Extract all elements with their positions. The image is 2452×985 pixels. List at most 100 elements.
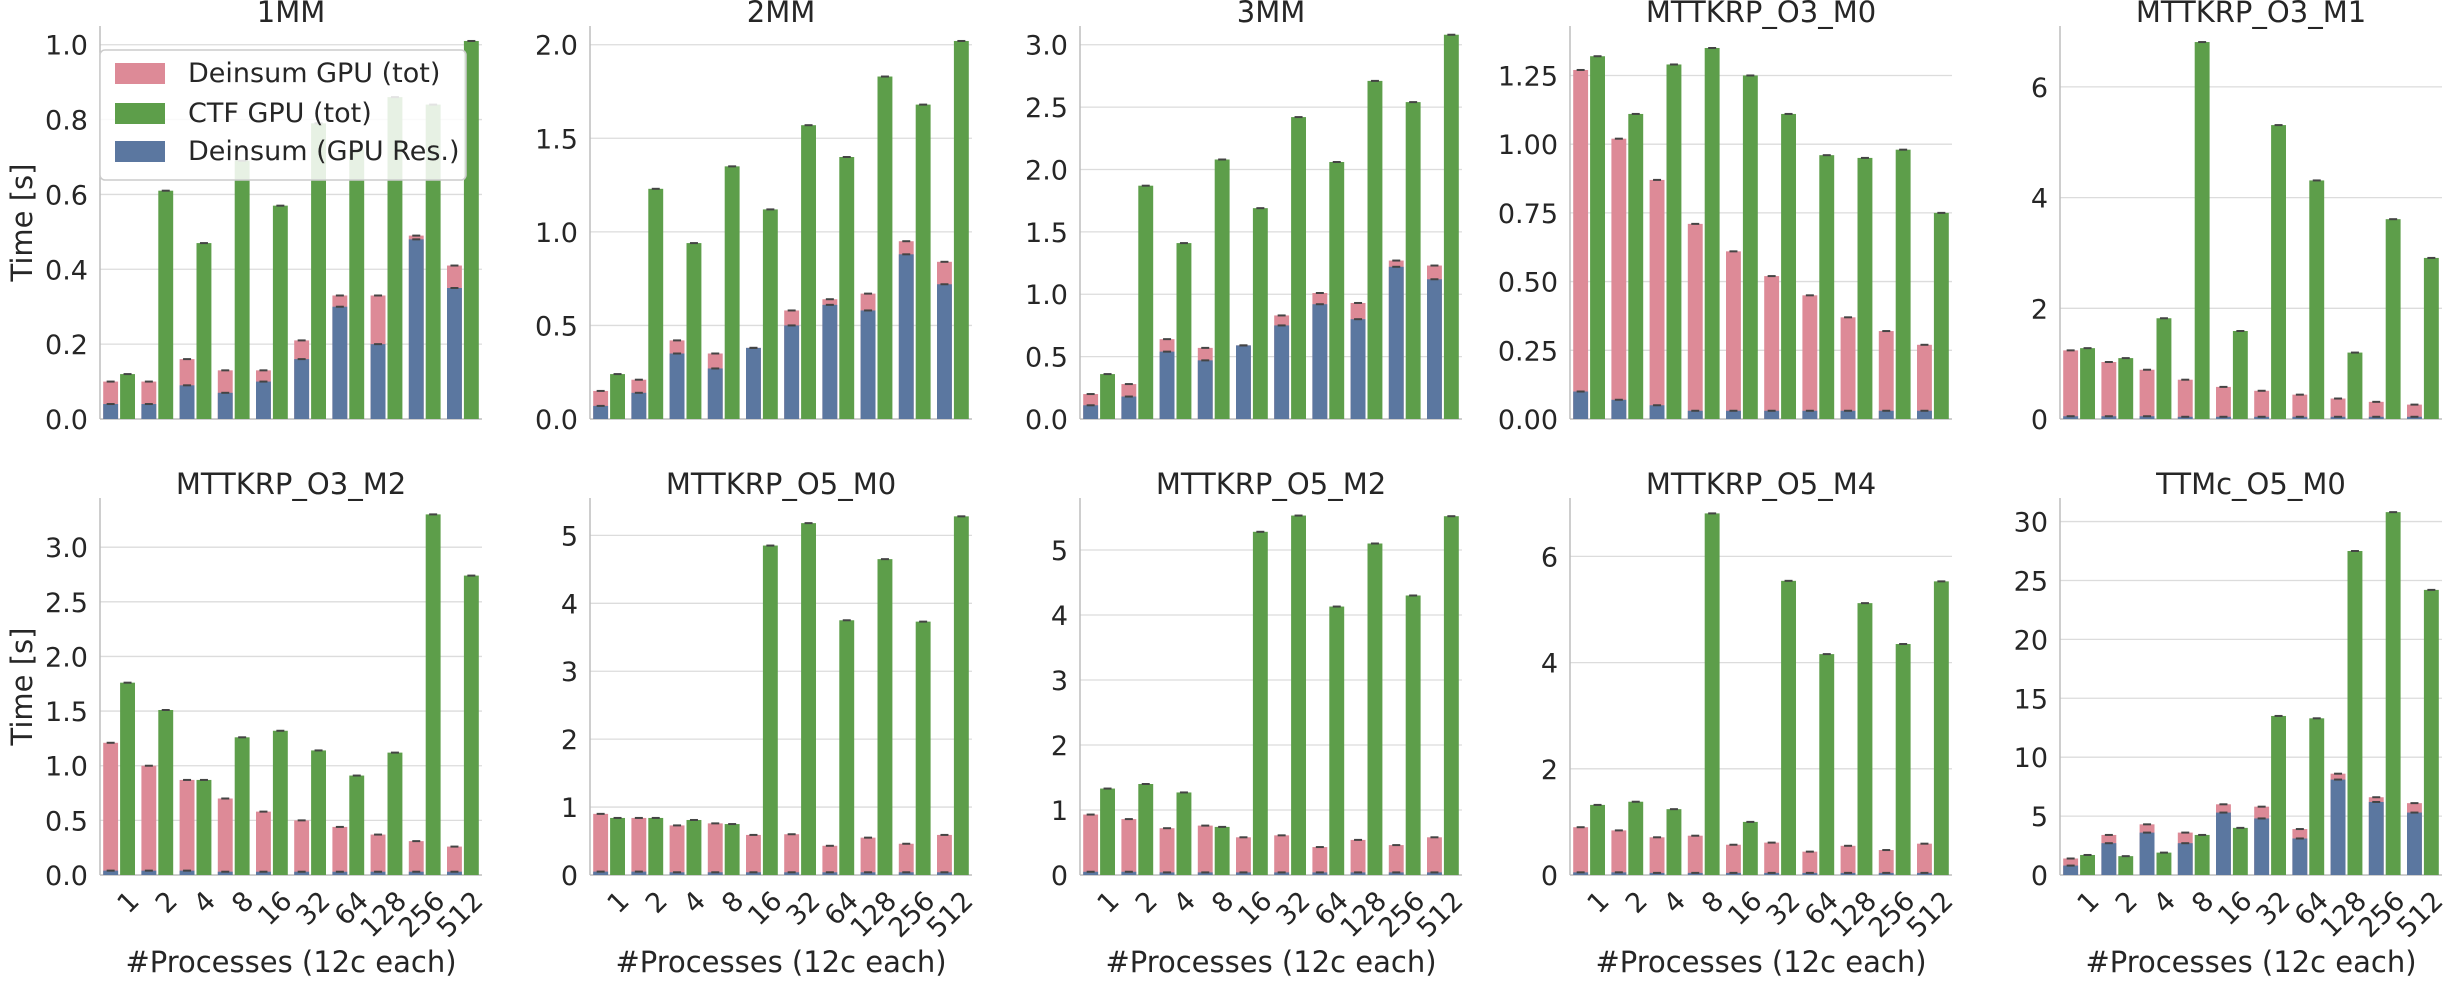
panel-1mm: 0.0 0.2 0.4 0.6 0.8 1.0 1MM Time [s] xyxy=(5,0,482,436)
bar-deinsum-tot xyxy=(669,825,685,875)
bar-deinsum-tot xyxy=(447,846,462,875)
x-tick-label: 8 xyxy=(2186,886,2220,920)
bar-deinsum-res xyxy=(141,404,157,419)
bar-ctf-tot xyxy=(1857,603,1873,875)
bar-ctf-tot xyxy=(272,730,288,875)
y-tick-label: 0.0 xyxy=(1025,405,1068,436)
x-tick-label: 2 xyxy=(640,886,674,920)
bar-deinsum-res xyxy=(2330,779,2346,875)
x-tick-label: 8 xyxy=(1206,886,1240,920)
bar-deinsum-tot xyxy=(1687,835,1703,875)
bar-deinsum-res xyxy=(669,353,685,419)
x-axis-title: #Processes (12c each) xyxy=(1595,945,1926,979)
x-tick-label: 4 xyxy=(2148,886,2182,920)
y-tick-label: 1.0 xyxy=(45,752,88,783)
x-axis-title: #Processes (12c each) xyxy=(2085,945,2416,979)
y-tick-label: 0 xyxy=(561,861,578,892)
bar-deinsum-tot xyxy=(1312,847,1328,875)
bar-deinsum-res xyxy=(2254,818,2270,875)
bar-deinsum-res xyxy=(2216,812,2231,875)
y-tick-label: 3.0 xyxy=(1025,31,1068,62)
bar-deinsum-tot xyxy=(294,820,310,875)
bar-ctf-tot xyxy=(1933,581,1949,875)
bar-ctf-tot xyxy=(1291,117,1306,420)
bar-ctf-tot xyxy=(1443,516,1459,875)
bar-deinsum-tot xyxy=(1274,835,1290,875)
y-tick-label: 0.50 xyxy=(1498,268,1558,299)
bar-deinsum-res xyxy=(1764,872,1780,875)
bar-ctf-tot xyxy=(2080,854,2095,875)
bar-deinsum-tot xyxy=(2063,350,2079,419)
bar-deinsum-tot xyxy=(1236,837,1251,875)
y-tick-label: 15 xyxy=(2014,684,2048,715)
bar-deinsum-tot xyxy=(408,841,424,875)
bar-ctf-tot xyxy=(1628,801,1644,875)
panel-title: TTMc_O5_M0 xyxy=(2155,467,2346,501)
bar-deinsum-tot xyxy=(1388,845,1404,875)
bar-ctf-tot xyxy=(1405,595,1421,875)
bar-deinsum-tot xyxy=(2177,379,2193,419)
bar-deinsum-res xyxy=(1917,410,1932,419)
bar-deinsum-res xyxy=(370,344,386,419)
bar-deinsum-res xyxy=(141,870,157,875)
panel-title: 1MM xyxy=(257,0,326,29)
y-tick-label: 0.4 xyxy=(45,255,88,286)
y-tick-label: 1.5 xyxy=(535,124,578,155)
bar-ctf-tot xyxy=(1329,161,1345,419)
bar-ctf-tot xyxy=(1742,75,1758,419)
bar-ctf-tot xyxy=(2232,827,2248,875)
bar-deinsum-tot xyxy=(937,834,952,875)
bar-deinsum-res xyxy=(631,392,647,419)
bar-ctf-tot xyxy=(724,166,740,419)
bar-ctf-tot xyxy=(120,682,135,875)
bar-ctf-tot xyxy=(686,243,702,419)
x-tick-label: 8 xyxy=(716,886,750,920)
bar-deinsum-res xyxy=(2254,416,2270,419)
panel-title: MTTKRP_O5_M2 xyxy=(1156,467,1386,501)
y-tick-label: 5 xyxy=(1051,536,1068,567)
bar-deinsum-res xyxy=(1083,871,1099,875)
bar-ctf-tot xyxy=(349,149,365,419)
panel-2mm: 0.0 0.5 1.0 1.5 2.0 2MM xyxy=(535,0,972,436)
bar-deinsum-res xyxy=(784,872,800,875)
bar-deinsum-res xyxy=(1388,266,1404,419)
y-tick-label: 2 xyxy=(2031,294,2048,325)
bar-deinsum-res xyxy=(1350,319,1366,419)
bar-deinsum-tot xyxy=(1802,295,1818,419)
bar-ctf-tot xyxy=(1405,102,1421,419)
y-tick-label: 0.8 xyxy=(45,106,88,137)
bar-deinsum-res xyxy=(2063,416,2079,419)
bar-ctf-tot xyxy=(196,779,212,875)
bar-deinsum-res xyxy=(256,871,271,875)
bar-deinsum-res xyxy=(707,872,723,875)
x-tick-label: 8 xyxy=(1696,886,1730,920)
bar-ctf-tot xyxy=(1252,208,1268,419)
x-tick-label: 2 xyxy=(1620,886,1654,920)
y-tick-label: 2.5 xyxy=(1025,93,1068,124)
bar-deinsum-tot xyxy=(1726,844,1741,875)
bar-deinsum-res xyxy=(1274,872,1290,875)
panel-title: MTTKRP_O5_M0 xyxy=(666,467,896,501)
bar-ctf-tot xyxy=(915,104,931,419)
bar-deinsum-res xyxy=(408,871,424,875)
y-tick-label: 0 xyxy=(2031,861,2048,892)
panel-mttkrp-o3-m1: 0 2 4 6 MTTKRP_O3_M1 xyxy=(2031,0,2442,436)
bar-ctf-tot xyxy=(1704,47,1720,419)
y-tick-label: 2.0 xyxy=(535,31,578,62)
y-tick-label: 2 xyxy=(561,725,578,756)
bar-ctf-tot xyxy=(1100,374,1115,419)
bar-deinsum-res xyxy=(937,872,952,875)
bar-deinsum-res xyxy=(2292,416,2308,419)
bar-ctf-tot xyxy=(953,40,969,419)
panel-title: 2MM xyxy=(747,0,816,29)
bar-deinsum-res xyxy=(1878,872,1894,875)
bar-ctf-tot xyxy=(425,104,441,419)
bar-deinsum-res xyxy=(898,254,914,419)
y-tick-label: 1.5 xyxy=(45,697,88,728)
bar-ctf-tot xyxy=(686,819,702,875)
bar-deinsum-res xyxy=(669,872,685,875)
bar-ctf-tot xyxy=(463,575,479,875)
y-tick-label: 5 xyxy=(2031,802,2048,833)
